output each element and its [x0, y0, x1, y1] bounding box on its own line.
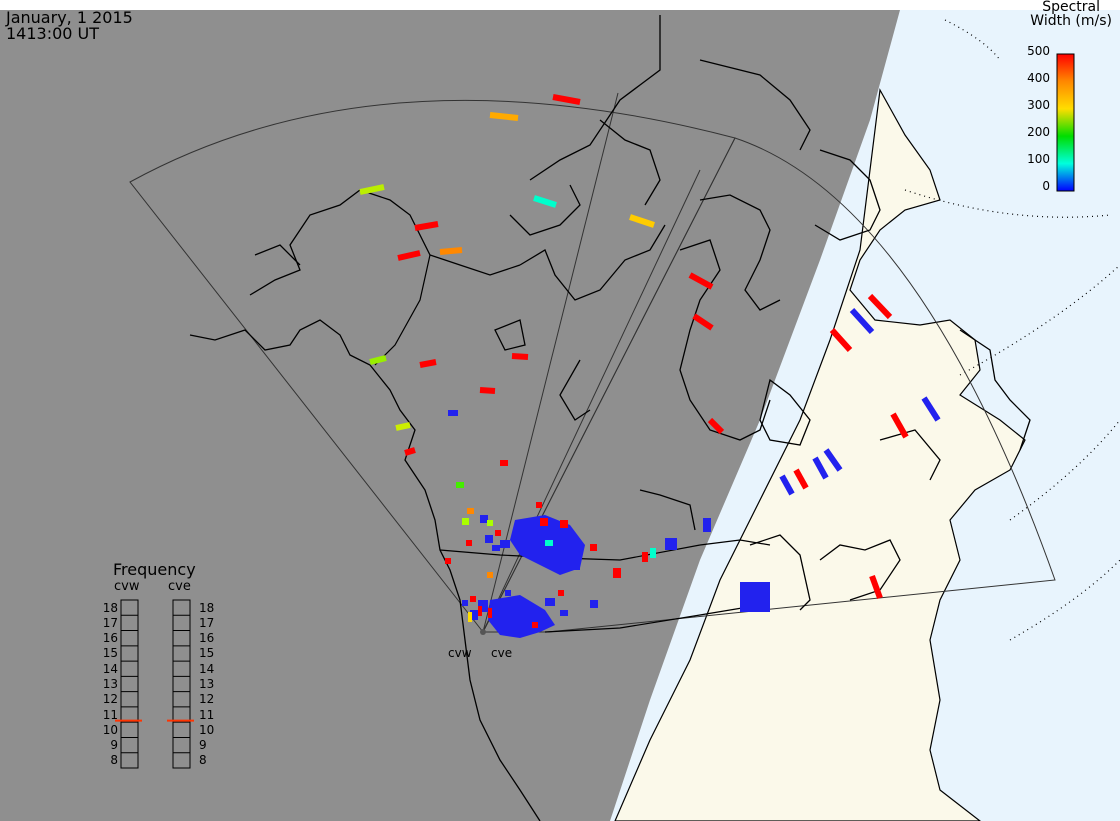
colorbar-title-line1: Spectral: [1042, 0, 1100, 15]
time-label: 1413:00 UT: [6, 24, 100, 43]
freq-scale-right-9: 9: [199, 738, 207, 753]
freq-scale-left-10: 10: [102, 722, 118, 737]
frequency-radar-cvw: cvw: [114, 579, 140, 594]
freq-scale-right-16: 16: [199, 631, 215, 646]
freq-scale-left-11: 11: [102, 707, 118, 722]
colorbar-tick-500: 500: [1027, 44, 1050, 58]
latitude-rings: [904, 19, 1120, 641]
freq-scale-right-10: 10: [199, 722, 215, 737]
freq-scale-right-17: 17: [199, 615, 215, 630]
frequency-boxes: [120, 599, 191, 769]
scatter-far: [359, 94, 941, 600]
scatter-cells-colored: [445, 460, 770, 628]
freq-scale-right-14: 14: [199, 661, 215, 676]
frequency-title: Frequency: [113, 560, 196, 579]
cvw-site-marker: [480, 629, 486, 635]
radar-fov: [129, 92, 1056, 633]
colorbar: [1056, 53, 1075, 192]
colorbar-tick-100: 100: [1027, 152, 1050, 166]
freq-scale-right-15: 15: [199, 646, 215, 661]
colorbar-title-line2: Width (m/s): [1030, 13, 1112, 29]
freq-scale-left-16: 16: [102, 631, 118, 646]
white-margin: [0, 0, 1120, 10]
day-land: [614, 88, 1026, 821]
freq-scale-right-18: 18: [199, 600, 215, 615]
freq-scale-left-14: 14: [102, 661, 118, 676]
frequency-radar-cve: cve: [168, 579, 191, 594]
freq-scale-left-9: 9: [110, 738, 118, 753]
radar-site-markers: [480, 629, 486, 635]
freq-scale-left-8: 8: [110, 753, 118, 768]
date-label: January, 1 2015: [6, 8, 133, 27]
colorbar-tick-400: 400: [1027, 71, 1050, 85]
freq-scale-left-17: 17: [102, 615, 118, 630]
colorbar-tick-200: 200: [1027, 125, 1050, 139]
colorbar-tick-300: 300: [1027, 98, 1050, 112]
freq-scale-left-15: 15: [102, 646, 118, 661]
freq-scale-right-8: 8: [199, 753, 207, 768]
freq-scale-right-11: 11: [199, 707, 215, 722]
site-label-cvw: cvw: [448, 646, 472, 660]
freq-scale-right-13: 13: [199, 677, 215, 691]
freq-scale-left-18: 18: [102, 600, 118, 615]
site-label-cve: cve: [491, 646, 513, 660]
freq-scale-left-13: 13: [102, 677, 118, 691]
freq-scale-right-12: 12: [199, 692, 215, 707]
freq-scale-left-12: 12: [102, 692, 118, 707]
colorbar-tick-0: 0: [1042, 179, 1050, 193]
